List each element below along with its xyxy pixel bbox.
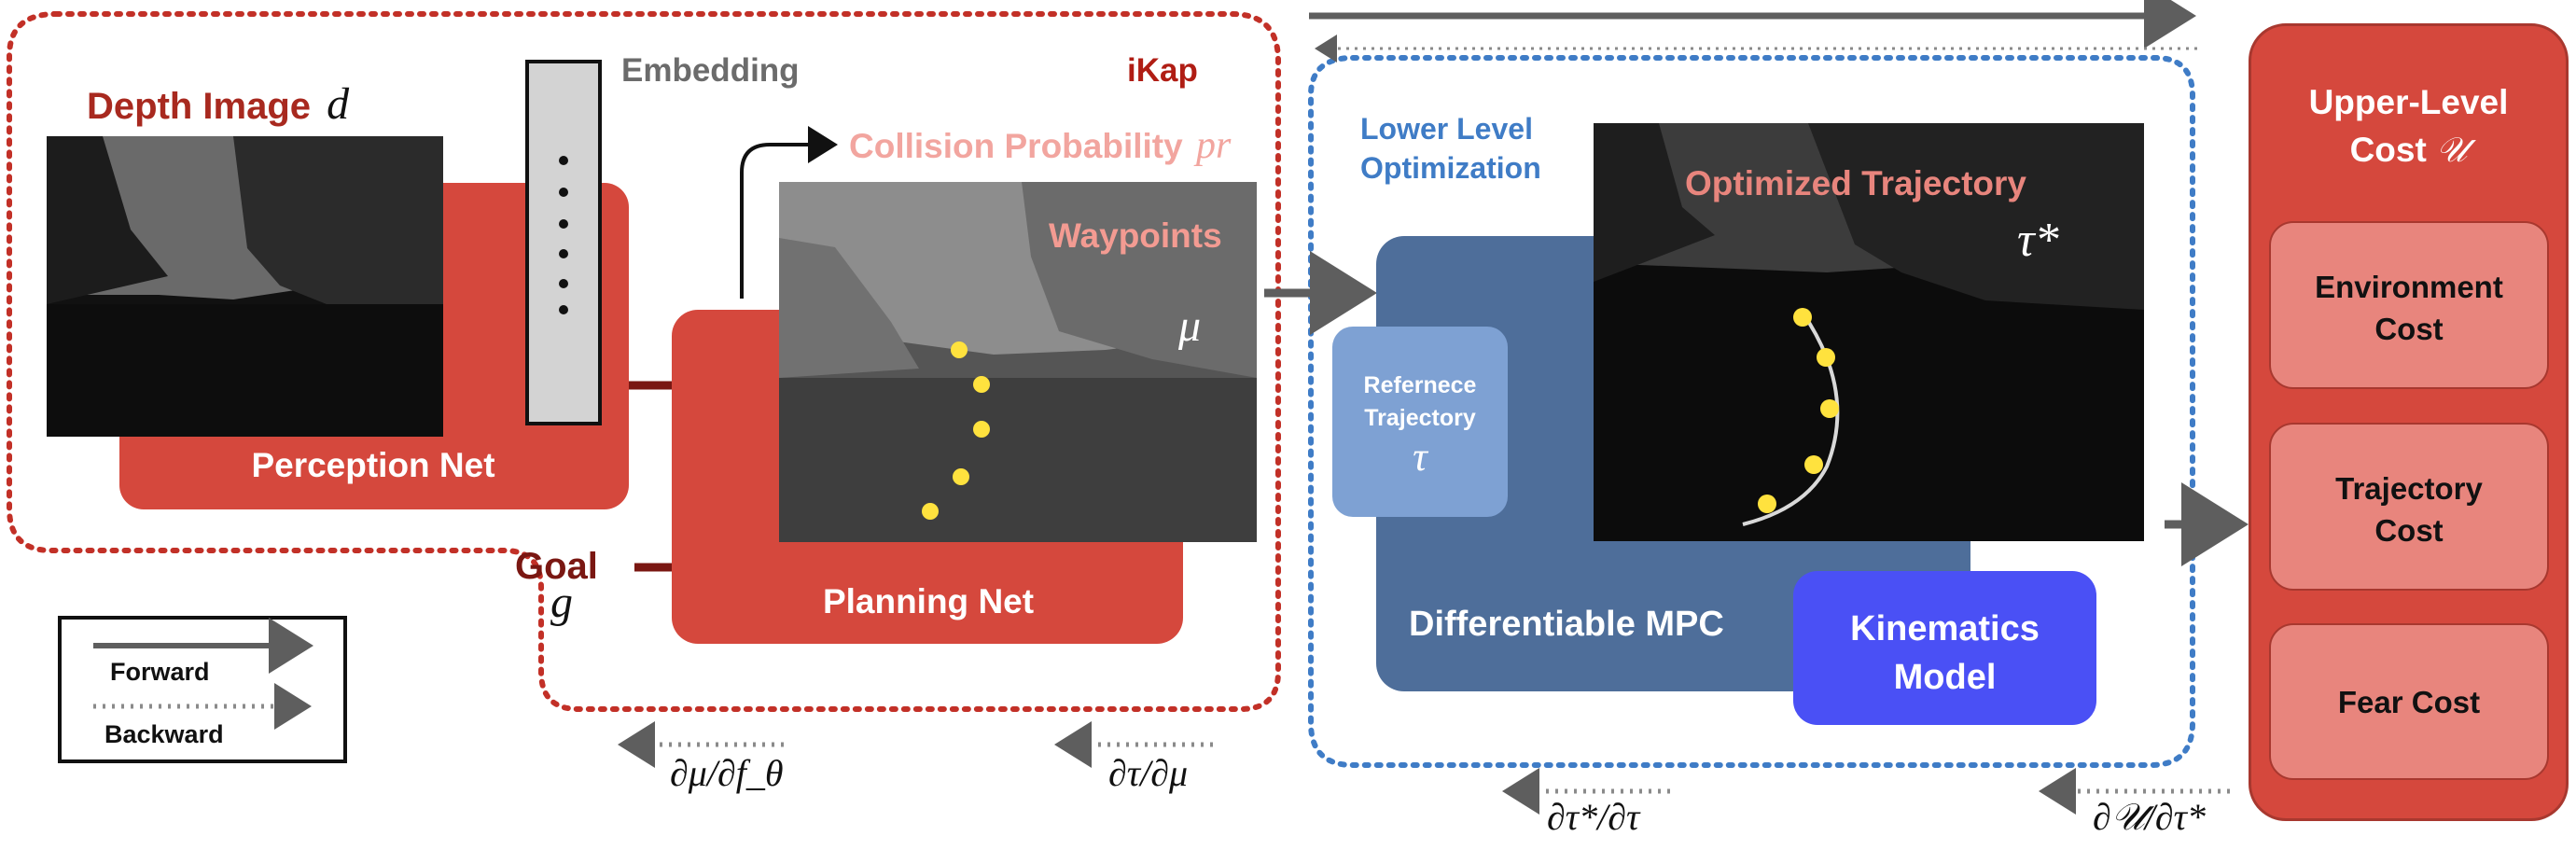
gradient-label-1: ∂μ/∂f_θ [670,752,784,794]
trajectory-dot [1817,348,1835,367]
lower-level-title-line2: Optimization [1360,150,1541,185]
upper-level-title: Upper-Level Cost 𝒰 [2249,78,2569,174]
reference-label: Refernece Trajectory [1332,369,1508,435]
optimized-label: Optimized Trajectory [1685,164,2026,202]
goal-label: Goal [515,546,598,587]
waypoint-dot [973,376,990,393]
arrow-collision [740,126,838,299]
goal-symbol: g [550,578,573,627]
gradient-label-4: ∂𝒰/∂τ* [2093,796,2206,838]
optimized-trajectory-curve [1742,311,1840,526]
fear-cost-label: Fear Cost [2269,685,2549,720]
mpc-label: Differentiable MPC [1409,605,1724,644]
trajectory-dot [1820,399,1839,418]
depth-image-label: Depth Image d [87,78,349,130]
reference-label-line1: Refernece [1363,372,1477,398]
lower-level-title: Lower Level Optimization [1360,110,1541,188]
fear-cost-line1: Fear Cost [2337,685,2481,719]
trajectory-dot [1804,455,1823,474]
trajectory-cost-line1: Trajectory [2335,471,2483,506]
legend-backward-label: Backward [104,720,224,748]
ikap-label: iKap [1127,52,1198,89]
depth-image-text: Depth Image [87,86,312,127]
kinematics-label-line1: Kinematics [1850,609,2040,648]
fear-cost-box [2269,623,2549,780]
depth-symbol: d [327,79,350,129]
trajectory-dot [1758,495,1776,513]
environment-cost-line1: Environment [2315,270,2503,304]
perception-net-label: Perception Net [251,446,495,484]
waypoint-dot [953,468,969,485]
kinematics-box [1793,571,2096,725]
optimized-image [1594,123,2144,541]
planning-image-scene [779,182,1257,542]
collision-label: Collision Probability pr [849,123,1231,168]
tau-star-symbol: τ* [2017,214,2059,267]
collision-symbol: pr [1195,124,1232,167]
environment-cost-label: Environment Cost [2269,267,2549,350]
environment-cost-line2: Cost [2374,311,2444,346]
lower-level-boundary [1308,55,2195,768]
trajectory-cost-line2: Cost [2374,512,2444,548]
optimized-image-scene [1594,123,2144,541]
embedding-bar [525,60,602,425]
waypoint-dot [973,421,990,438]
collision-text: Collision Probability [849,127,1183,165]
waypoints-label: Waypoints [1049,216,1222,255]
waypoints-symbol: μ [1178,301,1202,351]
ikap-boundary [7,11,1281,712]
environment-cost-box [2269,221,2549,389]
depth-image [47,136,443,437]
planning-net-label: Planning Net [822,582,1035,620]
kinematics-label: Kinematics Model [1793,605,2096,703]
trajectory-cost-label: Trajectory Cost [2269,468,2549,551]
depth-image-scene [47,136,443,437]
reference-box [1332,327,1508,517]
reference-label-line2: Trajectory [1364,405,1476,431]
upper-level-title-line2: Cost 𝒰 [2249,126,2569,174]
upper-level-title-line1: Upper-Level [2308,83,2509,121]
upper-level-title-cost: Cost [2349,131,2427,170]
embedding-label: Embedding [621,52,800,89]
legend-forward-label: Forward [110,658,210,686]
upper-level-symbol: 𝒰 [2436,132,2468,171]
trajectory-dot [1793,308,1812,327]
gradient-label-3: ∂τ*/∂τ [1547,796,1640,838]
planning-image [779,182,1257,542]
trajectory-cost-box [2269,423,2549,591]
gradient-label-2: ∂τ/∂μ [1108,752,1189,794]
lower-level-title-line1: Lower Level [1360,112,1533,146]
waypoint-dot [951,341,968,358]
waypoint-dot [922,503,939,520]
kinematics-label-line2: Model [1893,658,1997,698]
reference-symbol: τ [1413,434,1427,480]
